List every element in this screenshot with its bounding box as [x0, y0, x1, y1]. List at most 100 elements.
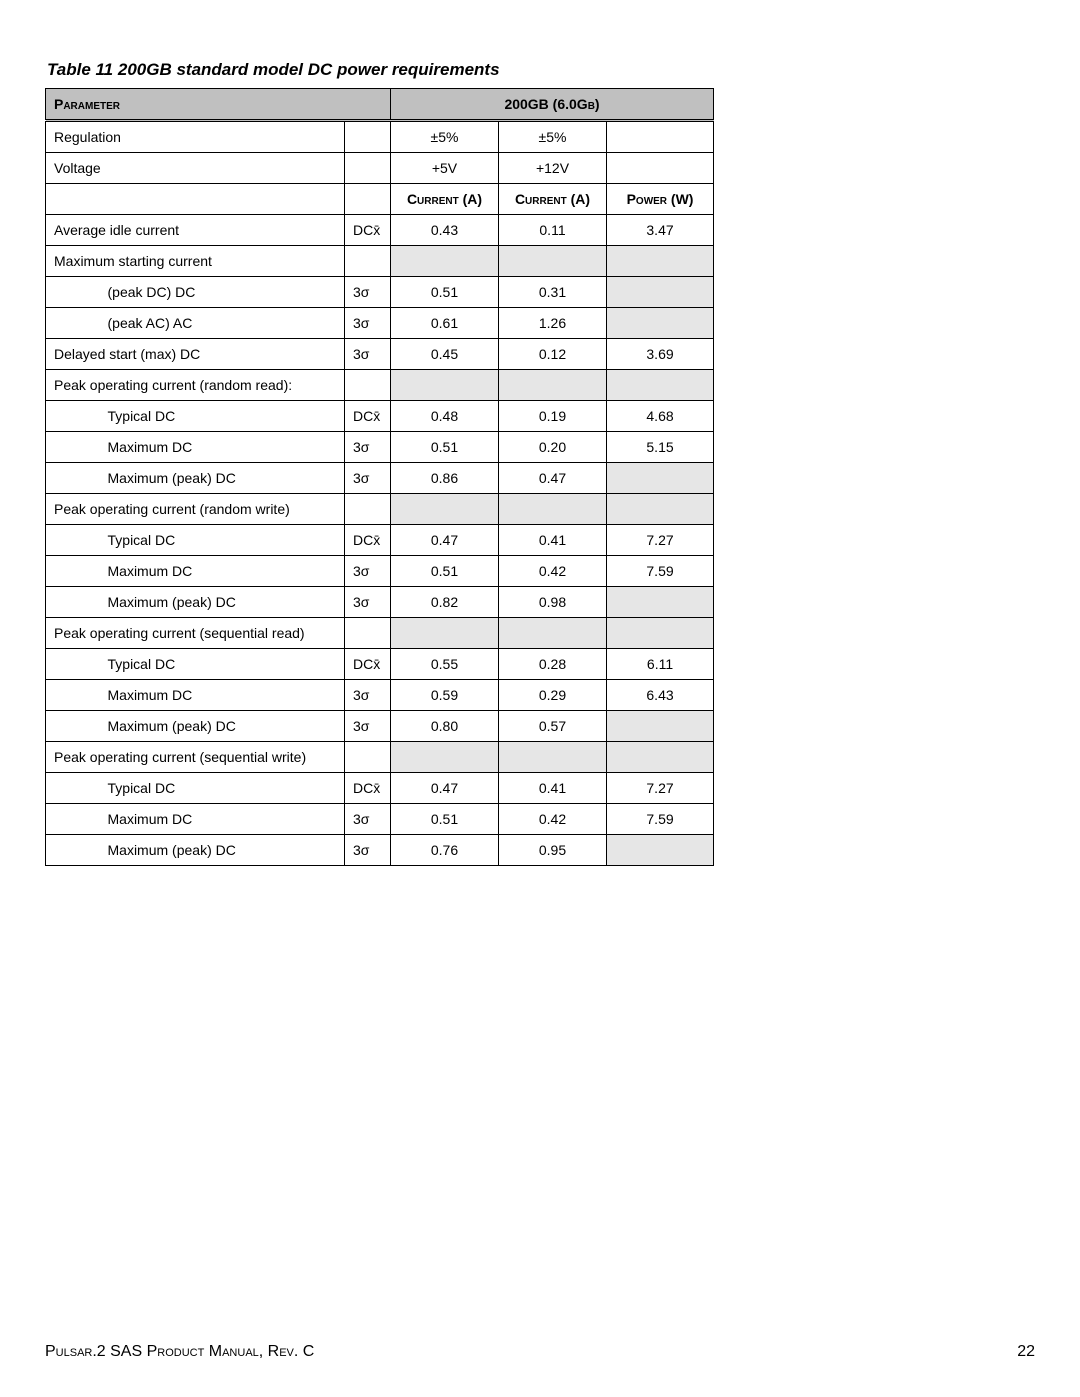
cell-label: Maximum DC [100, 432, 345, 463]
cell-label: Maximum DC [100, 680, 345, 711]
row-rw-typical: Typical DC DCx̄ 0.47 0.41 7.27 [46, 525, 714, 556]
footer-title: Pulsar.2 SAS Product Manual, Rev. C [45, 1343, 314, 1361]
cell-12v: 0.98 [499, 587, 607, 618]
cell-5v: 0.61 [391, 308, 499, 339]
cell-indent [46, 525, 100, 556]
cell-power [607, 463, 714, 494]
cell-stat: DCx̄ [345, 401, 391, 432]
row-rr-peak: Maximum (peak) DC 3σ 0.86 0.47 [46, 463, 714, 494]
row-delayed-start: Delayed start (max) DC 3σ 0.45 0.12 3.69 [46, 339, 714, 370]
cell-power: 7.27 [607, 773, 714, 804]
cell-power [607, 370, 714, 401]
cell-stat [345, 246, 391, 277]
cell-stat [345, 153, 391, 184]
cell-12v: 0.57 [499, 711, 607, 742]
cell-5v: 0.82 [391, 587, 499, 618]
row-subheaders: Current (A) Current (A) Power (W) [46, 184, 714, 215]
row-sw-max: Maximum DC 3σ 0.51 0.42 7.59 [46, 804, 714, 835]
header-model: 200GB (6.0Gb) [391, 89, 714, 121]
cell-label: Maximum DC [100, 556, 345, 587]
page: Table 11 200GB standard model DC power r… [0, 0, 1080, 1397]
cell-stat: 3σ [345, 835, 391, 866]
row-sw-peak: Maximum (peak) DC 3σ 0.76 0.95 [46, 835, 714, 866]
row-regulation: Regulation ±5% ±5% [46, 121, 714, 153]
cell-5v: +5V [391, 153, 499, 184]
row-voltage: Voltage +5V +12V [46, 153, 714, 184]
cell-12v: 0.28 [499, 649, 607, 680]
cell-label: Typical DC [100, 525, 345, 556]
cell-label: (peak DC) DC [100, 277, 345, 308]
row-peak-ac: (peak AC) AC 3σ 0.61 1.26 [46, 308, 714, 339]
cell-5v: 0.45 [391, 339, 499, 370]
row-sw-typical: Typical DC DCx̄ 0.47 0.41 7.27 [46, 773, 714, 804]
cell-12v: ±5% [499, 121, 607, 153]
cell-stat [345, 742, 391, 773]
cell-12v: 0.12 [499, 339, 607, 370]
cell-power [607, 308, 714, 339]
cell-indent [46, 556, 100, 587]
cell-stat: DCx̄ [345, 525, 391, 556]
cell-power [607, 277, 714, 308]
cell-5v: 0.47 [391, 773, 499, 804]
cell-label: Regulation [46, 121, 345, 153]
cell-power: 5.15 [607, 432, 714, 463]
cell-5v [391, 494, 499, 525]
cell-12v: 0.29 [499, 680, 607, 711]
cell-stat [345, 370, 391, 401]
cell-stat: 3σ [345, 711, 391, 742]
cell-5v: 0.76 [391, 835, 499, 866]
row-sequential-read: Peak operating current (sequential read) [46, 618, 714, 649]
cell-power: 3.69 [607, 339, 714, 370]
subheader-power: Power (W) [607, 184, 714, 215]
row-sr-peak: Maximum (peak) DC 3σ 0.80 0.57 [46, 711, 714, 742]
cell-indent [46, 804, 100, 835]
cell-indent [46, 277, 100, 308]
cell-label: (peak AC) AC [100, 308, 345, 339]
cell-label: Delayed start (max) DC [46, 339, 345, 370]
cell-power [607, 121, 714, 153]
cell-stat: DCx̄ [345, 215, 391, 246]
cell-5v: 0.48 [391, 401, 499, 432]
cell-12v [499, 618, 607, 649]
cell-5v: 0.47 [391, 525, 499, 556]
cell-label: Maximum DC [100, 804, 345, 835]
cell-stat: 3σ [345, 432, 391, 463]
cell-power [607, 153, 714, 184]
cell-stat: DCx̄ [345, 649, 391, 680]
row-random-read: Peak operating current (random read): [46, 370, 714, 401]
page-footer: Pulsar.2 SAS Product Manual, Rev. C 22 [45, 1343, 1035, 1361]
cell-stat: 3σ [345, 587, 391, 618]
cell-indent [46, 835, 100, 866]
cell-12v: +12V [499, 153, 607, 184]
row-sr-typical: Typical DC DCx̄ 0.55 0.28 6.11 [46, 649, 714, 680]
row-rr-max: Maximum DC 3σ 0.51 0.20 5.15 [46, 432, 714, 463]
cell-12v: 1.26 [499, 308, 607, 339]
cell-12v: 0.20 [499, 432, 607, 463]
footer-page-number: 22 [1017, 1343, 1035, 1361]
cell-power [607, 587, 714, 618]
cell-5v: 0.51 [391, 277, 499, 308]
cell-label: Voltage [46, 153, 345, 184]
cell-indent [46, 711, 100, 742]
cell-5v [391, 246, 499, 277]
cell-power: 6.11 [607, 649, 714, 680]
cell-label: Typical DC [100, 773, 345, 804]
cell-stat: 3σ [345, 680, 391, 711]
cell-power: 6.43 [607, 680, 714, 711]
cell-5v: 0.59 [391, 680, 499, 711]
header-parameter: Parameter [46, 89, 391, 121]
cell-5v: 0.86 [391, 463, 499, 494]
cell-stat: 3σ [345, 556, 391, 587]
power-requirements-table: Parameter 200GB (6.0Gb) Regulation ±5% ±… [45, 88, 714, 866]
cell-12v: 0.41 [499, 525, 607, 556]
cell-12v: 0.95 [499, 835, 607, 866]
subheader-current-12v: Current (A) [499, 184, 607, 215]
cell-label [46, 184, 345, 215]
cell-12v [499, 494, 607, 525]
cell-label: Peak operating current (random write) [46, 494, 345, 525]
cell-power [607, 742, 714, 773]
cell-power [607, 711, 714, 742]
cell-12v: 0.31 [499, 277, 607, 308]
cell-indent [46, 432, 100, 463]
cell-indent [46, 308, 100, 339]
